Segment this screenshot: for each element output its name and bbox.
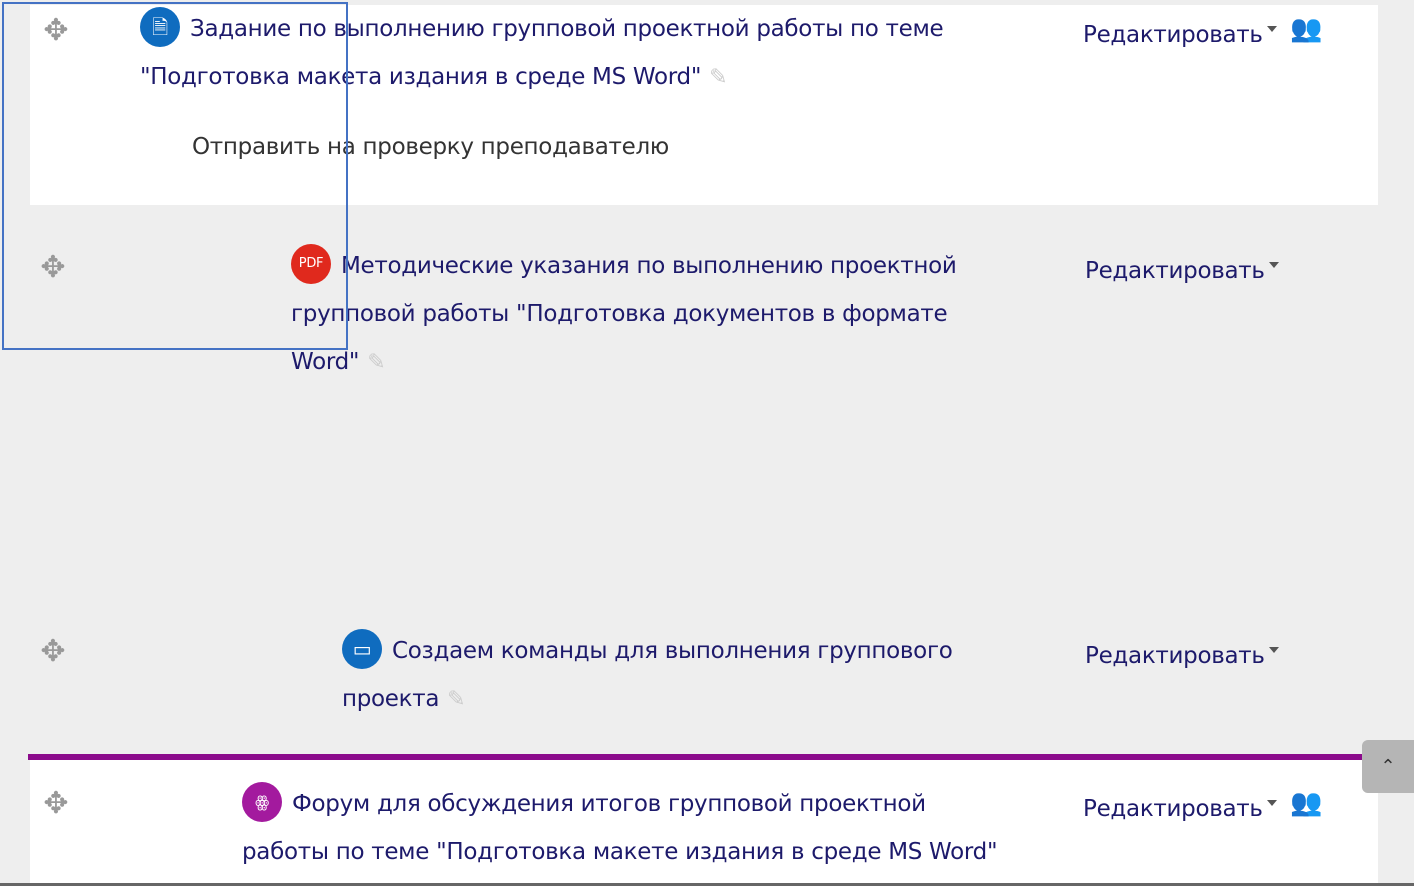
forum-icon: ꙮ	[242, 781, 282, 822]
group-mode-icon[interactable]: 👥	[1290, 14, 1323, 44]
move-icon[interactable]: ✥	[40, 634, 66, 669]
bottom-border	[0, 883, 1414, 886]
edit-title-pencil-icon[interactable]: ✎	[447, 687, 466, 712]
caret-down-icon	[1268, 262, 1279, 268]
edit-menu-button[interactable]: Редактировать	[1085, 643, 1279, 669]
section-divider	[28, 754, 1380, 760]
edit-menu-button[interactable]: Редактировать	[1085, 258, 1279, 284]
edit-label: Редактировать	[1085, 258, 1265, 284]
activity-link-cont[interactable]: "Подготовка макета издания в среде MS Wo…	[140, 64, 702, 90]
edit-title-pencil-icon[interactable]: ✎	[709, 65, 728, 90]
activity-link[interactable]: Создаем команды для выполнения групповог…	[392, 638, 953, 664]
activity-title[interactable]: ꙮ Форум для обсуждения итогов групповой п…	[242, 780, 1042, 876]
assignment-note: Отправить на проверку преподавателю	[192, 134, 669, 160]
caret-down-icon	[1268, 647, 1279, 653]
selection-rectangle	[2, 2, 348, 350]
edit-title-pencil-icon[interactable]: ✎	[367, 350, 386, 375]
activity-link-cont[interactable]: работы по теме "Подготовка макете издани…	[242, 839, 998, 865]
caret-down-icon	[1266, 26, 1277, 32]
edit-menu-button[interactable]: Редактировать	[1083, 796, 1277, 822]
activity-link[interactable]: Задание по выполнению групповой проектно…	[190, 16, 944, 42]
activity-link-cont[interactable]: проекта	[342, 686, 440, 712]
edit-menu-button[interactable]: Редактировать	[1083, 22, 1277, 48]
activity-link[interactable]: Методические указания по выполнению прое…	[341, 253, 957, 279]
assignment-icon: 🗎	[140, 6, 180, 47]
activity-link-cont[interactable]: групповой работы "Подготовка документов …	[291, 301, 948, 327]
activity-title[interactable]: PDF Методические указания по выполнению п…	[291, 242, 1011, 387]
move-icon[interactable]: ✥	[43, 13, 69, 48]
scroll-to-top-button[interactable]: ⌃	[1362, 740, 1414, 793]
activity-title[interactable]: 🗎 Задание по выполнению групповой проектн…	[140, 5, 1020, 102]
activity-link-cont[interactable]: Word"	[291, 349, 360, 375]
page-icon: ▭	[342, 628, 382, 669]
move-icon[interactable]: ✥	[43, 786, 69, 821]
edit-label: Редактировать	[1083, 22, 1263, 48]
pdf-icon: PDF	[291, 243, 331, 284]
edit-label: Редактировать	[1085, 643, 1265, 669]
activity-link[interactable]: Форум для обсуждения итогов групповой пр…	[292, 791, 926, 817]
caret-down-icon	[1266, 800, 1277, 806]
edit-label: Редактировать	[1083, 796, 1263, 822]
move-icon[interactable]: ✥	[40, 250, 66, 285]
activity-forum	[30, 760, 1378, 886]
activity-assignment	[30, 5, 1378, 205]
activity-title[interactable]: ▭ Создаем команды для выполнения группово…	[342, 627, 1022, 724]
group-mode-icon[interactable]: 👥	[1290, 788, 1323, 818]
